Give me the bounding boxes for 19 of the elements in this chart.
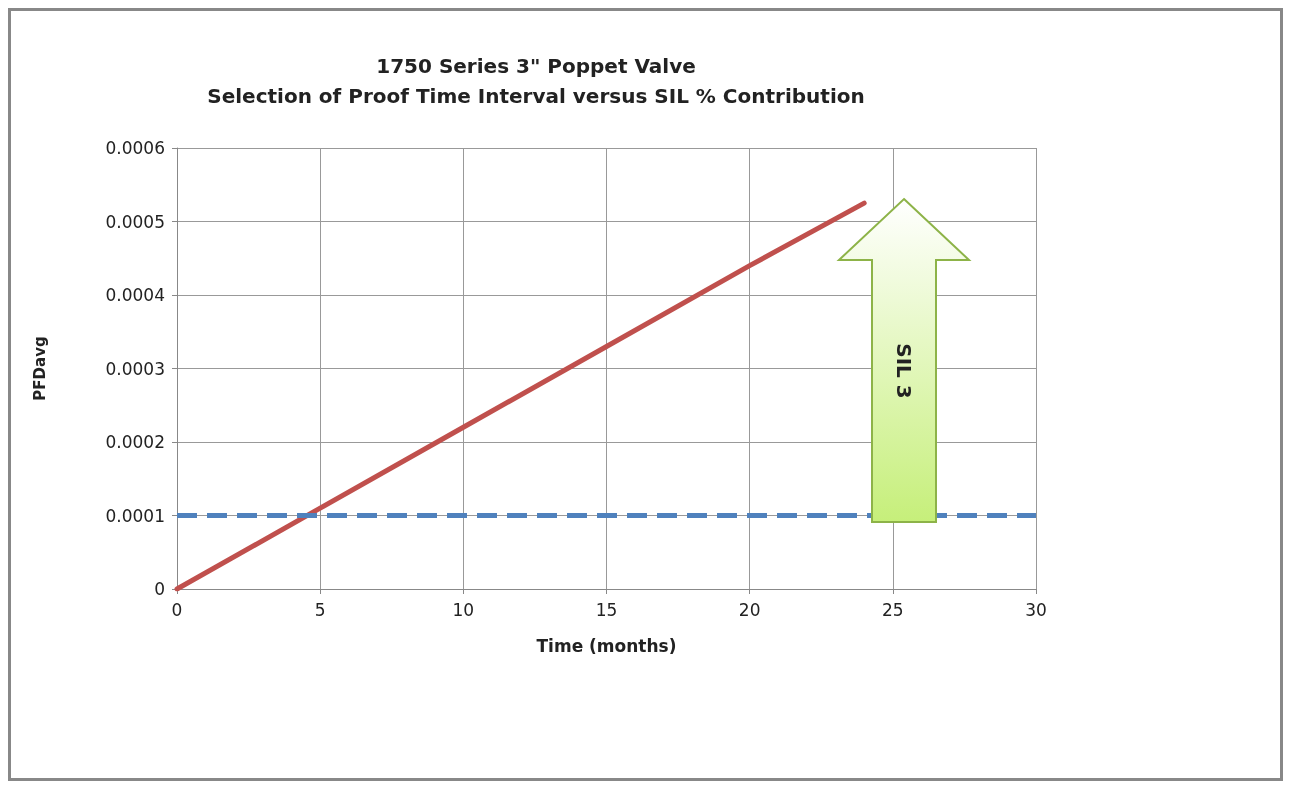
y-axis-title: PFDavg [30, 336, 49, 401]
annotation: SIL 3 [892, 343, 916, 399]
chart-title: 1750 Series 3" Poppet Valve [376, 54, 696, 78]
y-tick-label: 0.0004 [105, 285, 165, 305]
x-axis-title: Time (months) [536, 635, 677, 656]
chart-subtitle: Selection of Proof Time Interval versus SIL % Contribution [207, 84, 865, 108]
y-tick-label: 0.0005 [105, 211, 165, 232]
x-tick-label: 20 [738, 599, 761, 620]
x-tick-label: 10 [452, 599, 475, 620]
y-tick-label: 0.0006 [105, 138, 165, 158]
y-tick-label: 0 [154, 579, 165, 599]
x-tick-label: 0 [171, 599, 183, 620]
x-tick-label: 15 [595, 599, 618, 620]
x-tick-label: 5 [314, 599, 326, 620]
y-tick-label: 0.0002 [105, 432, 165, 452]
x-tick-label: 25 [882, 599, 904, 620]
y-tick-label: 0.0003 [105, 358, 165, 379]
y-tick-label: 0.0001 [105, 505, 165, 526]
x-tick-label: 30 [1025, 599, 1047, 620]
